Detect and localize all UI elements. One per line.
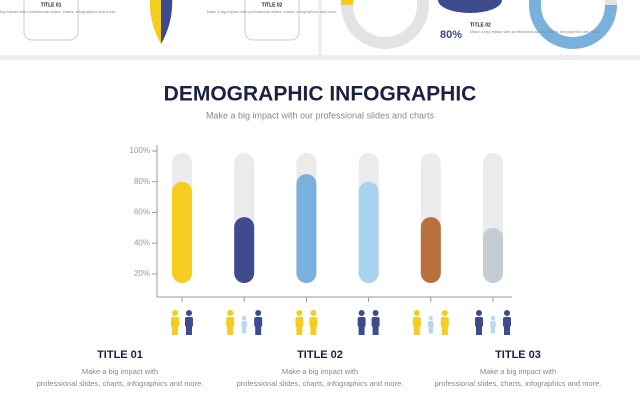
card: [244, 0, 300, 41]
person-icon: [185, 317, 193, 327]
footer-text: Make a big impact with professional slide…: [37, 367, 204, 388]
person-icon: [412, 317, 421, 327]
person-icon: [172, 325, 178, 335]
person-icon: [310, 310, 317, 316]
person-icon: [186, 325, 192, 335]
bar: [234, 217, 255, 283]
pie-half: [149, 0, 161, 44]
y-tick-label: 80%: [134, 177, 150, 186]
person-icon: [296, 310, 303, 316]
person-icon: [186, 310, 192, 316]
bar: [296, 174, 317, 283]
person-icon: [227, 325, 234, 335]
bar: [172, 181, 192, 283]
person-icon: [490, 326, 496, 334]
chart-title: DEMOGRAPHIC INFOGRAPHIC: [164, 83, 477, 106]
slide: [0, 60, 640, 419]
bar: [483, 227, 503, 283]
card-text: Make a big impact with professional slid…: [207, 9, 338, 14]
percent: 80%: [440, 29, 462, 41]
person-icon: [172, 310, 178, 316]
person-icon: [241, 320, 247, 328]
person-icon: [428, 326, 433, 334]
person-icon: [358, 325, 365, 335]
donut-arc: [529, 0, 617, 49]
person-icon: [310, 325, 317, 335]
card: [23, 0, 79, 41]
person-icon: [413, 325, 420, 335]
card-title: TITLE 02: [470, 22, 491, 28]
person-icon: [295, 317, 304, 327]
person-icon: [358, 310, 365, 316]
person-icon: [413, 310, 420, 316]
person-icon: [428, 316, 433, 321]
y-tick-label: 60%: [134, 208, 150, 217]
person-icon: [490, 320, 496, 328]
y-tick-label: 100%: [130, 146, 150, 155]
person-icon: [475, 317, 483, 327]
footer-text: Make a big impact with professional slide…: [435, 367, 602, 388]
footer-title: TITLE 01: [97, 349, 143, 361]
person-icon: [226, 317, 235, 327]
person-icon: [227, 310, 234, 316]
person-icon: [440, 317, 449, 327]
person-icon: [503, 317, 511, 327]
card-title: TITLE 01: [41, 2, 62, 8]
person-icon: [476, 325, 482, 335]
person-icon: [504, 310, 510, 316]
dark-shape: [438, 0, 502, 13]
person-icon: [309, 317, 318, 327]
person-icon: [357, 317, 366, 327]
person-icon: [428, 320, 434, 328]
y-tick-label: 20%: [134, 269, 150, 278]
person-icon: [255, 325, 262, 335]
pie-half: [161, 0, 173, 44]
person-icon: [372, 310, 379, 316]
footer-text: Make a big impact with professional slide…: [237, 367, 404, 388]
footer-title: TITLE 03: [495, 349, 541, 361]
person-icon: [242, 326, 247, 334]
person-icon: [490, 316, 496, 321]
person-icon: [441, 325, 448, 335]
card-title: TITLE 02: [262, 2, 283, 8]
person-icon: [504, 325, 510, 335]
person-icon: [242, 316, 247, 321]
card-text: Make a big impact with professional slid…: [470, 29, 601, 34]
person-icon: [371, 317, 380, 327]
chart-subtitle: Make a big impact with our professional …: [206, 110, 435, 120]
person-icon: [476, 310, 482, 316]
person-icon: [441, 310, 448, 316]
bar: [358, 181, 379, 283]
person-icon: [255, 310, 262, 316]
person-icon: [296, 325, 303, 335]
person-icon: [254, 317, 263, 327]
bar: [420, 217, 441, 283]
footer-title: TITLE 02: [297, 349, 343, 361]
person-icon: [372, 325, 379, 335]
person-icon: [171, 317, 179, 327]
card-text: Make a big impact with professional slid…: [0, 9, 116, 14]
y-tick-label: 40%: [134, 238, 150, 247]
